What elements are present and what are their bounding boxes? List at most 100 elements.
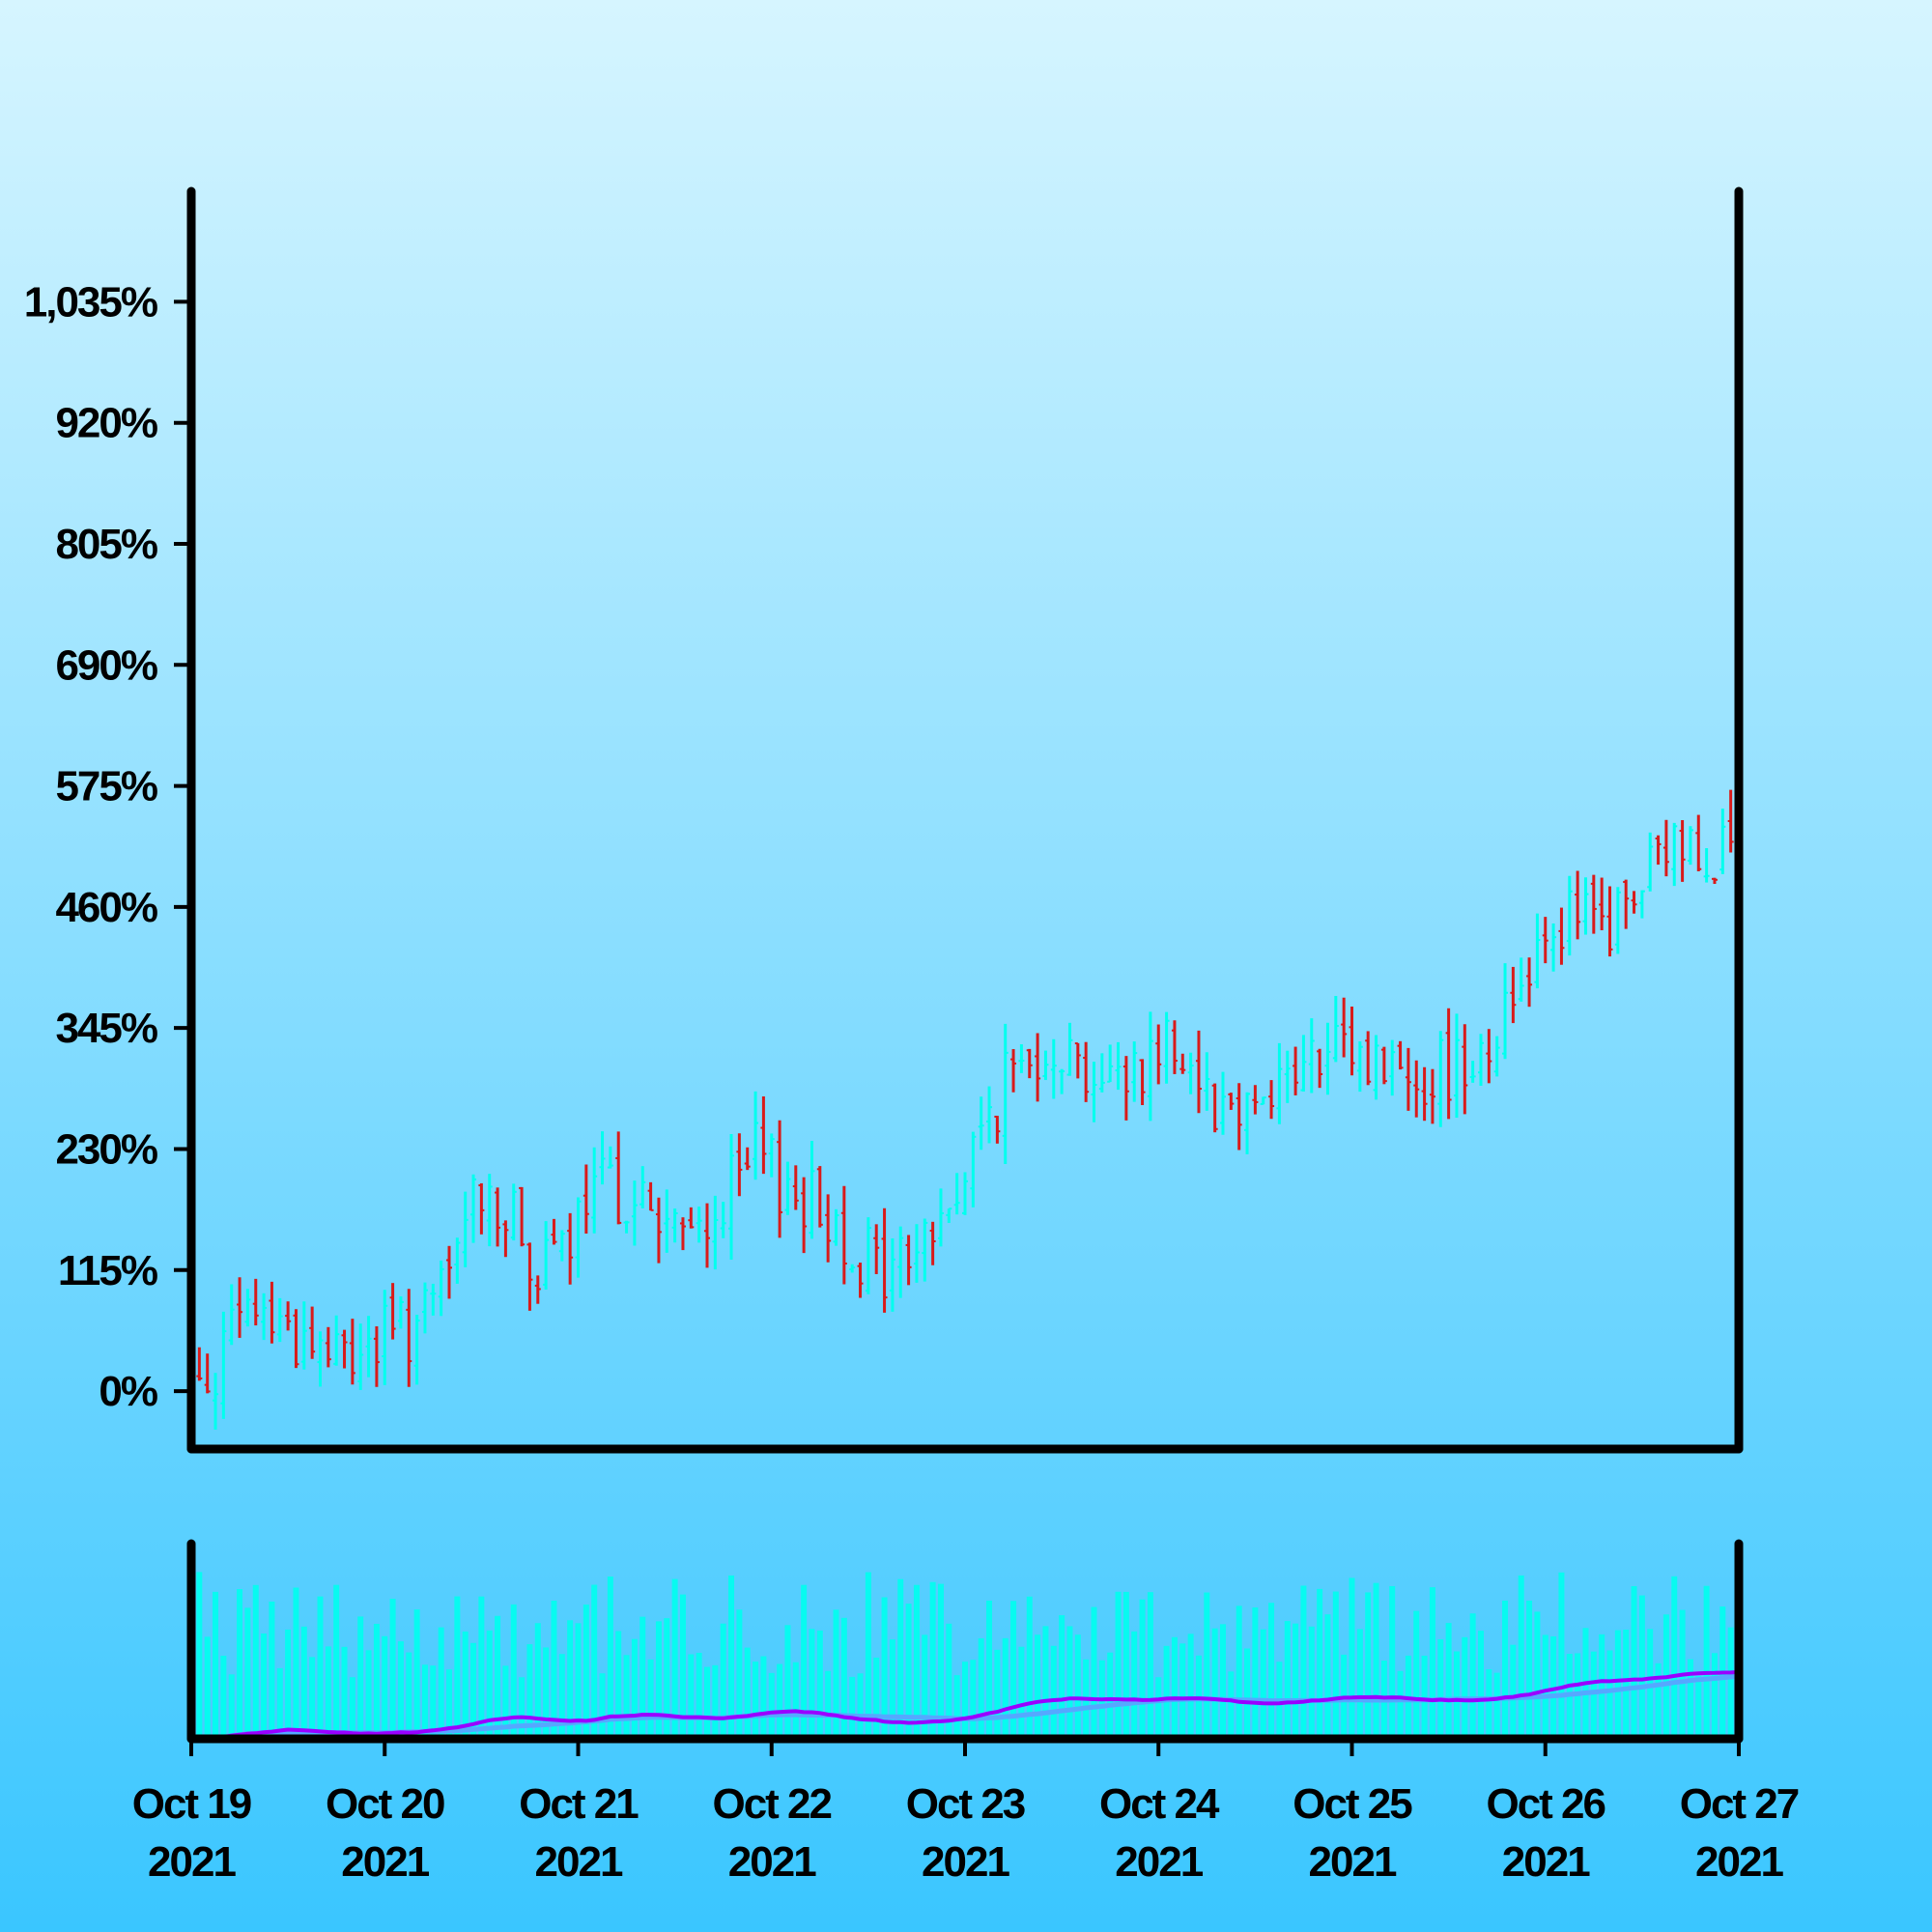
volume-bar	[1429, 1587, 1435, 1739]
volume-bar	[970, 1660, 977, 1739]
price-bar	[1356, 1041, 1363, 1093]
price-bar	[1486, 1029, 1492, 1084]
volume-bar	[1727, 1627, 1734, 1739]
volume-bar	[978, 1637, 984, 1739]
x-tick-label-date: Oct 24	[1099, 1780, 1220, 1828]
y-tick-label: 920%	[55, 400, 156, 447]
price-bar	[373, 1325, 380, 1387]
price-bar	[1131, 1041, 1138, 1102]
price-bar	[1711, 877, 1718, 884]
price-bar	[922, 1218, 928, 1282]
volume-bar	[1397, 1670, 1404, 1739]
volume-bar	[905, 1604, 912, 1739]
volume-bar	[1445, 1623, 1452, 1739]
volume-bar	[857, 1673, 864, 1739]
volume-bar	[1171, 1636, 1178, 1739]
price-bar	[1228, 1093, 1235, 1110]
price-bar	[1662, 819, 1669, 877]
volume-bar	[1252, 1607, 1259, 1739]
price-bar	[446, 1245, 452, 1299]
volume-bar	[816, 1630, 823, 1739]
price-bar	[736, 1133, 743, 1197]
price-bar	[1066, 1022, 1073, 1076]
volume-bar	[1631, 1585, 1637, 1739]
price-bar	[671, 1208, 678, 1243]
price-bar	[470, 1174, 477, 1243]
volume-bar	[647, 1659, 654, 1739]
volume-bar	[768, 1672, 775, 1739]
volume-bar	[1244, 1648, 1251, 1739]
volume-bar	[825, 1670, 832, 1739]
y-tick-label: 805%	[55, 521, 156, 568]
x-tick-label-date: Oct 22	[712, 1780, 831, 1828]
price-bar	[1204, 1052, 1210, 1111]
volume-bar	[317, 1596, 324, 1739]
price-bar	[647, 1181, 654, 1211]
price-bar	[1195, 1030, 1202, 1114]
price-bar	[1582, 877, 1589, 935]
x-tick-label-year: 2021	[728, 1838, 816, 1886]
price-bar	[889, 1238, 895, 1312]
volume-bar	[1711, 1653, 1718, 1739]
price-bar	[784, 1161, 791, 1215]
volume-bar	[261, 1633, 268, 1739]
x-tick-label-date: Oct 26	[1486, 1780, 1605, 1828]
volume-bar	[269, 1601, 275, 1739]
volume-bar	[736, 1609, 743, 1739]
volume-bar	[1035, 1634, 1041, 1739]
price-bar	[1445, 1008, 1452, 1120]
volume-bar	[753, 1662, 759, 1739]
price-bar	[881, 1208, 888, 1313]
price-axes	[186, 186, 1744, 1454]
price-bar	[1139, 1059, 1146, 1105]
price-bar	[1293, 1046, 1299, 1095]
x-tick-label-date: Oct 25	[1293, 1780, 1412, 1828]
volume-bar	[1638, 1595, 1645, 1739]
price-bar	[213, 1373, 219, 1430]
volume-bar	[1066, 1626, 1073, 1739]
volume-bar	[946, 1623, 952, 1739]
price-bar	[1478, 1034, 1484, 1086]
price-bar	[1211, 1083, 1218, 1133]
volume-bar	[897, 1578, 904, 1739]
price-bar	[1542, 917, 1548, 964]
volume-bar	[801, 1584, 808, 1739]
price-bar	[1405, 1047, 1411, 1111]
volume-bar	[1236, 1605, 1242, 1739]
volume-bar	[1558, 1572, 1565, 1739]
volume-bar	[631, 1638, 638, 1739]
price-bar	[929, 1221, 936, 1265]
volume-bar	[1179, 1643, 1186, 1739]
volume-bar	[1614, 1630, 1621, 1739]
price-bar	[495, 1187, 501, 1247]
x-tick-label-year: 2021	[148, 1838, 236, 1886]
volume-bar	[1300, 1585, 1307, 1739]
y-tick-label: 230%	[55, 1125, 156, 1173]
volume-bar	[382, 1635, 388, 1739]
price-bar	[615, 1131, 622, 1225]
price-bar	[1059, 1068, 1065, 1094]
price-bar	[679, 1217, 686, 1251]
x-tick-label-year: 2021	[1502, 1838, 1590, 1886]
price-bar	[1599, 877, 1605, 930]
x-tick-label-year: 2021	[1309, 1838, 1397, 1886]
price-bar	[1703, 847, 1710, 883]
y-tick-label: 575%	[55, 763, 156, 810]
price-bar	[1566, 875, 1573, 956]
price-bar	[309, 1306, 316, 1359]
price-bar	[753, 1091, 759, 1180]
volume-bars	[188, 1572, 1742, 1739]
price-bar	[1187, 1052, 1194, 1094]
price-bar	[1171, 1020, 1178, 1074]
price-bar	[1002, 1023, 1009, 1165]
volume-bar	[607, 1577, 613, 1739]
volume-bar	[1010, 1601, 1017, 1739]
price-bar	[728, 1134, 735, 1260]
volume-bar	[744, 1647, 751, 1739]
price-bar	[768, 1133, 775, 1178]
volume-bar	[373, 1623, 380, 1739]
volume-bar	[454, 1596, 461, 1739]
volume-bar	[1308, 1626, 1315, 1739]
volume-bar	[1526, 1600, 1533, 1739]
price-bar	[913, 1224, 920, 1283]
